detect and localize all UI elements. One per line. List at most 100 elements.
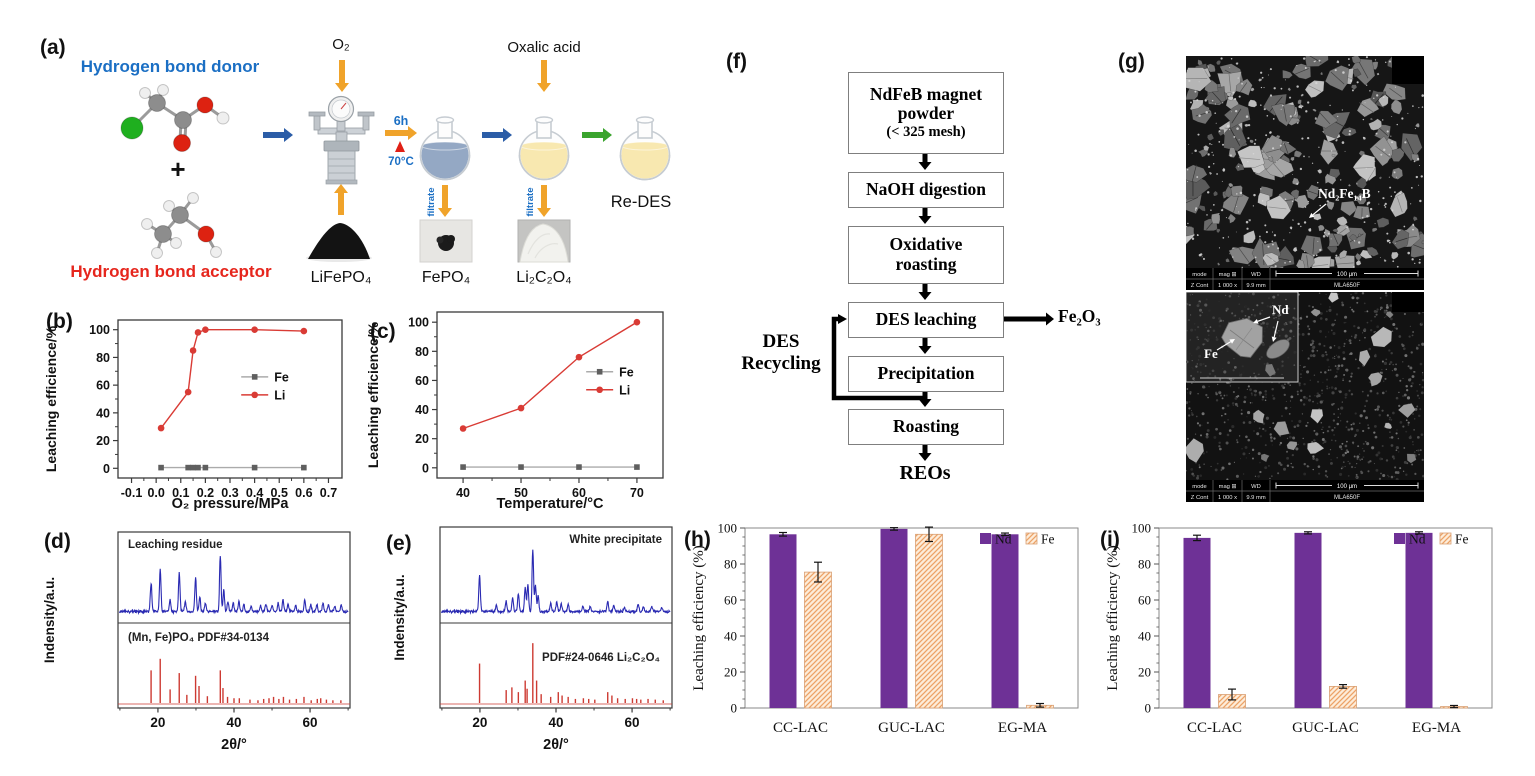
y-tick-label: 60	[724, 593, 737, 608]
h-atom	[210, 246, 222, 258]
xrd-top-label: White precipitate	[569, 534, 662, 546]
o-atom	[197, 225, 215, 243]
infobar-cell: 9.9 mm	[1246, 283, 1265, 289]
xrd-top-label: Leaching residue	[128, 539, 223, 551]
bar-nd-eg-ma	[1405, 532, 1433, 708]
bar-chart-leaching-efficiency-i: 0 20 40 60 80 100 Leaching efficiency (%) CC-LA…	[1105, 521, 1493, 736]
y-tick-label: 0	[731, 701, 738, 716]
o2-label: O₂	[332, 36, 350, 53]
flow-box-line: powder	[897, 103, 955, 124]
x-tick-label: 0.5	[271, 486, 288, 500]
y-tick-label: 20	[1138, 665, 1151, 680]
y-tick-label: 0	[1145, 701, 1152, 716]
legend-label-Li: Li	[619, 383, 630, 397]
xrd-trace	[118, 556, 349, 616]
flow-box-roasting: Roasting	[848, 409, 1004, 445]
flowchart-panel-f: NdFeB magnet powder (< 325 mesh) NaOH di…	[720, 45, 1120, 515]
panel-label-d: (d)	[44, 530, 71, 553]
h-atom	[141, 218, 153, 230]
bar-nd-cc-lac	[1183, 537, 1211, 708]
xrd-trace	[440, 549, 671, 616]
heat-triangle-icon	[395, 141, 405, 152]
bar-fe-guc-lac	[1329, 685, 1357, 709]
x-tick-label: 20	[150, 715, 165, 730]
bar-chart-leaching-efficiency-h: 0 20 40 60 80 100 Leaching efficiency (%) CC-LA…	[691, 521, 1079, 736]
lifepo4-label: LiFePO₄	[311, 269, 372, 286]
y-tick-label: 40	[724, 629, 737, 644]
bar-fe-cc-lac	[804, 571, 832, 709]
hbd-label: Hydrogen bond donor	[81, 57, 260, 76]
round-bottom-flask	[619, 116, 671, 181]
bar-nd-eg-ma	[991, 534, 1019, 708]
x-tick-label: 0.7	[320, 486, 337, 500]
x-tick-label: 50	[514, 486, 528, 500]
lifepo4-powder-photo	[306, 223, 372, 262]
flow-box-line: roasting	[895, 254, 957, 274]
y-tick-label: 60	[96, 379, 110, 393]
scale-bar-label: 100 μm	[1337, 272, 1357, 278]
sem-inset: Nd Fe	[1186, 292, 1299, 383]
infobar-cell: mag ⊞	[1219, 272, 1237, 278]
li2c2o4-powder-photo	[517, 219, 571, 263]
y-tick-label: 40	[415, 403, 429, 417]
round-bottom-flask	[419, 116, 471, 181]
bar-nd-guc-lac	[1294, 532, 1322, 708]
redes-label: Re-DES	[611, 193, 672, 211]
y-tick-label: 100	[408, 316, 429, 330]
y-tick-label: 40	[1138, 629, 1151, 644]
autoclave-reactor	[308, 95, 375, 185]
x-tick-label: 0.1	[172, 486, 189, 500]
y-axis-label: Indensity/a.u.	[392, 574, 407, 660]
x-tick-label: 0.0	[147, 486, 164, 500]
panel-label-i: (i)	[1100, 528, 1120, 551]
flow-side-output-fe2o3: Fe₂O₃	[1058, 306, 1101, 326]
xrd-white-precipitate: 20 40 60 2θ/° Indensity/a.u. White precipitat…	[392, 526, 673, 753]
panel-label-h: (h)	[684, 528, 711, 551]
temp-label: 70°C	[388, 156, 414, 168]
category-label: GUC-LAC	[878, 720, 945, 736]
x-tick-label: -0.1	[121, 486, 143, 500]
flow-box-line: NaOH digestion	[865, 179, 987, 200]
category-label: CC-LAC	[773, 720, 828, 736]
infobar-cell: Z Cont	[1191, 495, 1209, 501]
o-atom	[196, 96, 214, 114]
panel-label-b: (b)	[46, 310, 73, 333]
infobar-cell: mode	[1192, 272, 1207, 278]
fe-annotation: Fe	[1204, 346, 1218, 361]
h-atom	[170, 237, 182, 249]
h-atom	[187, 192, 199, 204]
y-axis-label: Indensity/a.u.	[42, 577, 57, 663]
h-atom	[163, 200, 175, 212]
x-axis-label: O₂ pressure/MPa	[172, 496, 290, 512]
x-axis-label: Temperature/°C	[496, 496, 604, 512]
legend-label-Fe: Fe	[274, 370, 289, 384]
des-synthesis-schematic: Hydrogen bond donor Hydrogen bond accepto…	[70, 36, 672, 286]
flowchart-arrows	[831, 152, 1054, 461]
legend-label-nd: Nd	[995, 532, 1012, 547]
y-tick-label: 0	[422, 461, 429, 475]
legend-label-fe: Fe	[1455, 532, 1469, 547]
x-tick-label: 40	[226, 715, 241, 730]
y-tick-label: 80	[96, 351, 110, 365]
sem-image-roasted-powder: Nd Fe mode Z Cont mag ⊞ 1 000 x WD 9.9 mm 100 μm…	[1186, 292, 1424, 502]
x-tick-label: 0.4	[246, 486, 263, 500]
flow-box-line: NdFeB magnet	[869, 83, 983, 104]
instrument-label: MLA650F	[1334, 495, 1360, 501]
y-tick-label: 80	[724, 557, 737, 572]
y-tick-label: 20	[415, 432, 429, 446]
h-atom	[139, 87, 151, 99]
infobar-cell: mode	[1192, 484, 1207, 490]
chart-leaching-vs-temperature: 40 50 60 70 0 20 40 60 80 100 Temperature/°C Leachi…	[365, 311, 664, 512]
sem-image-ndfeb-powder: Nd₂Fe₁₄B mode Z Cont mag ⊞ 1 000 x WD 9.9 mm 10…	[1186, 56, 1424, 290]
y-axis-label: Leaching efficiency (%)	[691, 545, 707, 690]
series-Fe	[460, 464, 640, 470]
c-atom	[154, 225, 172, 243]
flow-box-des-leaching: DES leaching	[848, 302, 1004, 338]
y-tick-label: 20	[724, 665, 737, 680]
category-label: GUC-LAC	[1292, 720, 1359, 736]
hba-label: Hydrogen bond acceptor	[70, 262, 272, 281]
nd2fe14b-annotation: Nd₂Fe₁₄B	[1318, 186, 1371, 201]
series-Fe	[158, 464, 307, 471]
x-tick-label: 70	[630, 486, 644, 500]
